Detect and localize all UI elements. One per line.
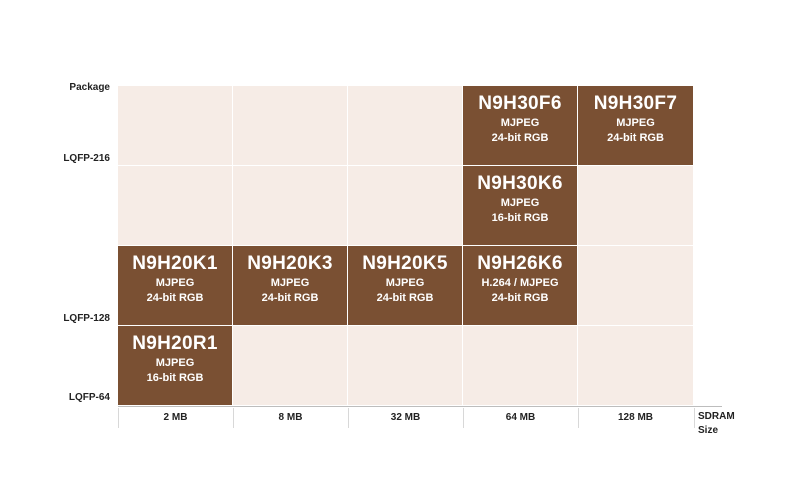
chip-n9h20k1: N9H20K1 MJPEG 24-bit RGB xyxy=(118,246,233,326)
x-axis-separator xyxy=(118,408,119,428)
x-axis-title: SDRAM Size xyxy=(698,410,738,438)
chip-name: N9H20K1 xyxy=(132,253,218,274)
chip-codec: MJPEG xyxy=(385,277,425,289)
chip-name: N9H30F6 xyxy=(478,93,562,114)
grid-cell xyxy=(233,166,348,246)
x-axis-separator xyxy=(578,408,579,428)
chip-display: 24-bit RGB xyxy=(376,292,434,304)
chip-display: 16-bit RGB xyxy=(146,372,204,384)
chip-codec: MJPEG xyxy=(155,357,195,369)
grid-cell xyxy=(118,86,233,166)
chip-codec: H.264 / MJPEG xyxy=(481,277,559,289)
chip-display: 24-bit RGB xyxy=(607,132,664,144)
chip-matrix: N9H30F6 MJPEG 24-bit RGB N9H30F7 MJPEG 2… xyxy=(118,86,694,406)
x-axis-separator xyxy=(348,408,349,428)
chip-n9h20k3: N9H20K3 MJPEG 24-bit RGB xyxy=(233,246,348,326)
grid-cell xyxy=(578,166,694,246)
x-axis-title-line1: SDRAM xyxy=(698,411,735,422)
chip-n9h20k5: N9H20K5 MJPEG 24-bit RGB xyxy=(348,246,463,326)
y-label-lqfp64: LQFP-64 xyxy=(68,392,110,403)
chip-codec: MJPEG xyxy=(155,277,195,289)
grid-cell xyxy=(118,166,233,246)
chip-n9h30f6: N9H30F6 MJPEG 24-bit RGB xyxy=(463,86,578,166)
x-label-64mb: 64 MB xyxy=(505,412,536,423)
grid-cell xyxy=(348,166,463,246)
chip-codec: MJPEG xyxy=(616,117,655,129)
chip-codec: MJPEG xyxy=(500,197,540,209)
chip-codec: MJPEG xyxy=(270,277,310,289)
chip-n9h20r1: N9H20R1 MJPEG 16-bit RGB xyxy=(118,326,233,406)
x-label-32mb: 32 MB xyxy=(390,412,421,423)
chip-display: 24-bit RGB xyxy=(491,132,549,144)
chip-name: N9H20K3 xyxy=(247,253,333,274)
chip-name: N9H26K6 xyxy=(477,253,563,274)
chip-name: N9H20K5 xyxy=(362,253,448,274)
grid-cell xyxy=(578,246,694,326)
chip-display: 24-bit RGB xyxy=(146,292,204,304)
y-axis-title: Package xyxy=(69,82,110,93)
x-label-8mb: 8 MB xyxy=(278,412,303,423)
grid-cell xyxy=(233,326,348,406)
y-label-lqfp216: LQFP-216 xyxy=(63,153,110,164)
x-axis-separator xyxy=(233,408,234,428)
x-axis-line xyxy=(118,406,722,407)
y-label-lqfp128: LQFP-128 xyxy=(63,313,110,324)
x-axis-title-line2: Size xyxy=(698,425,719,436)
x-axis-separator xyxy=(694,408,695,428)
chip-name: N9H30F7 xyxy=(593,93,678,114)
grid-cell xyxy=(578,326,694,406)
chip-n9h30k6: N9H30K6 MJPEG 16-bit RGB xyxy=(463,166,578,246)
chip-codec: MJPEG xyxy=(500,117,540,129)
chip-display: 24-bit RGB xyxy=(261,292,319,304)
grid-cell xyxy=(348,86,463,166)
grid-cell xyxy=(348,326,463,406)
x-axis-separator xyxy=(463,408,464,428)
x-label-128mb: 128 MB xyxy=(617,412,653,423)
chip-n9h30f7: N9H30F7 MJPEG 24-bit RGB xyxy=(578,86,694,166)
chip-display: 24-bit RGB xyxy=(491,292,549,304)
x-label-2mb: 2 MB xyxy=(163,412,188,423)
grid-cell xyxy=(463,326,578,406)
chip-display: 16-bit RGB xyxy=(491,212,549,224)
chip-n9h26k6: N9H26K6 H.264 / MJPEG 24-bit RGB xyxy=(463,246,578,326)
chip-name: N9H30K6 xyxy=(477,173,563,194)
chip-name: N9H20R1 xyxy=(132,333,218,354)
grid-cell xyxy=(233,86,348,166)
